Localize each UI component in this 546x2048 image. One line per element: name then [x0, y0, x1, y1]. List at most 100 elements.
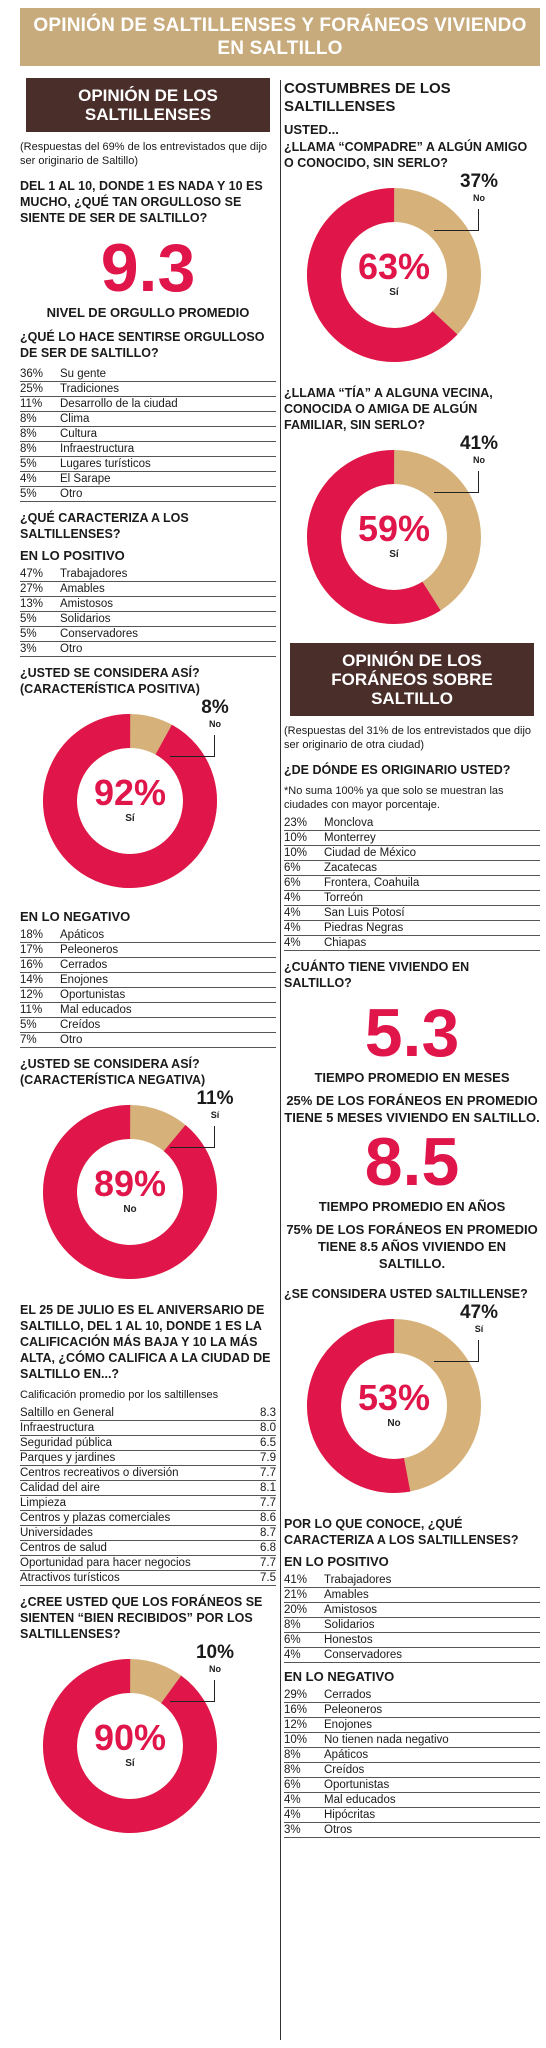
row-label: Solidarios: [60, 611, 276, 627]
table-row: 12% Oportunistas: [20, 987, 276, 1003]
row-percent: 47%: [20, 567, 60, 582]
table-row: Parques y jardines 7.9: [20, 1450, 276, 1466]
row-label: Zacatecas: [324, 860, 540, 876]
row-percent: 23%: [284, 816, 324, 831]
donut-center-label: 53% No: [344, 1377, 444, 1430]
question-pride: DEL 1 AL 10, DONDE 1 ES NADA Y 10 ES MUC…: [20, 179, 263, 225]
callout-leader-line: [434, 471, 479, 493]
table-row: 4% San Luis Potosí: [284, 905, 540, 921]
table-row: 4% Mal educados: [284, 1792, 540, 1808]
donut-main-label: Sí: [389, 287, 399, 298]
costumbres-title: COSTUMBRES DE LOS SALTILLENSES: [284, 80, 451, 115]
table-row: 11% Desarrollo de la ciudad: [20, 396, 276, 412]
donut-other-label: Sí: [474, 1324, 484, 1334]
row-label: Cerrados: [60, 957, 276, 973]
donut-other-percent: 10%: [195, 1642, 235, 1663]
table-row: Calidad del aire 8.1: [20, 1480, 276, 1496]
table-row: Saltillo en General 8.3: [20, 1406, 276, 1421]
table-row: 13% Amistosos: [20, 596, 276, 612]
callout-leader-line: [170, 1126, 215, 1148]
question-negative-self: ¿USTED SE CONSIDERA ASÍ? (CARACTERÍSTICA…: [20, 1057, 206, 1087]
donut-other-label: No: [209, 1664, 221, 1674]
row-label: Amables: [324, 1587, 540, 1603]
rating-label: Atractivos turísticos: [20, 1570, 242, 1586]
table-row: 5% Creídos: [20, 1017, 276, 1033]
row-percent: 10%: [284, 1732, 324, 1748]
donut-callout: 8% No: [190, 697, 240, 729]
row-percent: 6%: [284, 1632, 324, 1648]
row-label: Trabajadores: [324, 1573, 540, 1588]
donut-other-percent: 8%: [201, 697, 229, 718]
row-percent: 5%: [20, 611, 60, 627]
donut-chart: [43, 714, 217, 888]
donut-chart: [42, 1659, 217, 1833]
row-label: Piedras Negras: [324, 920, 540, 936]
row-percent: 8%: [284, 1617, 324, 1633]
donut-slice-main: [307, 1319, 481, 1493]
rating-value: 7.7: [242, 1555, 276, 1571]
table-row: Limpieza 7.7: [20, 1495, 276, 1511]
rating-label: Oportunidad para hacer negocios: [20, 1555, 242, 1571]
donut-other-label: No: [473, 193, 485, 203]
row-label: San Luis Potosí: [324, 905, 540, 921]
row-percent: 6%: [284, 860, 324, 876]
table-row: 4% Conservadores: [284, 1647, 540, 1663]
row-percent: 14%: [20, 972, 60, 988]
table-row: 8% Cultura: [20, 426, 276, 442]
donut-main-percent: 53%: [357, 1377, 431, 1418]
row-label: Apáticos: [324, 1747, 540, 1763]
positive-title: EN LO POSITIVO: [20, 548, 125, 563]
row-percent: 11%: [20, 396, 60, 412]
row-label: Otros: [324, 1822, 540, 1838]
pride-value: 9.3: [100, 230, 196, 306]
positive-table: 47% Trabajadores 27% Amables 13% Amistosos 5% S…: [20, 567, 276, 657]
row-percent: 36%: [20, 367, 60, 382]
row-percent: 11%: [20, 1002, 60, 1018]
table-row: Oportunidad para hacer negocios 7.7: [20, 1555, 276, 1571]
row-label: Su gente: [60, 367, 276, 382]
rating-label: Seguridad pública: [20, 1435, 242, 1451]
table-row: 6% Zacatecas: [284, 860, 540, 876]
foraneos-positive-table: 41% Trabajadores 21% Amables 20% Amistosos 8% S…: [284, 1573, 540, 1663]
months-value: 5.3: [364, 995, 460, 1071]
row-label: Monclova: [324, 816, 540, 831]
table-row: 5% Solidarios: [20, 611, 276, 627]
row-label: Desarrollo de la ciudad: [60, 396, 276, 412]
donut-slice-main: [307, 188, 481, 362]
section-header-foraneos: OPINIÓN DE LOS FORÁNEOS SOBRE SALTILLO: [290, 643, 534, 716]
row-label: Conservadores: [60, 626, 276, 642]
rating-value: 8.6: [242, 1510, 276, 1526]
callout-leader-line: [170, 1680, 215, 1702]
table-row: 25% Tradiciones: [20, 381, 276, 397]
table-row: 4% Hipócritas: [284, 1807, 540, 1823]
donut-other-label: No: [209, 719, 221, 729]
foraneos-positive-title: EN LO POSITIVO: [284, 1554, 389, 1569]
question-foraneos-characteristics: POR LO QUE CONOCE, ¿QUÉ CARACTERIZA A LO…: [284, 1517, 519, 1547]
table-row: Universidades 8.7: [20, 1525, 276, 1541]
table-row: 21% Amables: [284, 1587, 540, 1603]
row-label: Monterrey: [324, 830, 540, 846]
rating-label: Infraestructura: [20, 1420, 242, 1436]
callout-leader-line: [434, 209, 479, 231]
table-row: 4% Chiapas: [284, 935, 540, 951]
donut-center-label: 90% Sí: [80, 1717, 180, 1770]
table-row: 5% Lugares turísticos: [20, 456, 276, 472]
table-row: 10% Ciudad de México: [284, 845, 540, 861]
origins-table: 23% Monclova 10% Monterrey 10% Ciudad de Méxi…: [284, 816, 540, 951]
rating-label: Centros de salud: [20, 1540, 242, 1556]
row-percent: 10%: [284, 830, 324, 846]
months-label: TIEMPO PROMEDIO EN MESES: [314, 1070, 510, 1085]
rating-value: 8.0: [242, 1420, 276, 1436]
row-label: Torreón: [324, 890, 540, 906]
row-percent: 21%: [284, 1587, 324, 1603]
row-percent: 8%: [20, 426, 60, 442]
donut-main-label: Sí: [125, 1758, 135, 1769]
donut-main-percent: 63%: [357, 246, 431, 287]
origin-note: *No suma 100% ya que solo se muestran la…: [284, 785, 504, 811]
donut-main-percent: 90%: [93, 1717, 167, 1758]
table-row: 4% Torreón: [284, 890, 540, 906]
row-percent: 29%: [284, 1688, 324, 1703]
row-percent: 8%: [284, 1762, 324, 1778]
rating-label: Universidades: [20, 1525, 242, 1541]
row-percent: 18%: [20, 928, 60, 943]
